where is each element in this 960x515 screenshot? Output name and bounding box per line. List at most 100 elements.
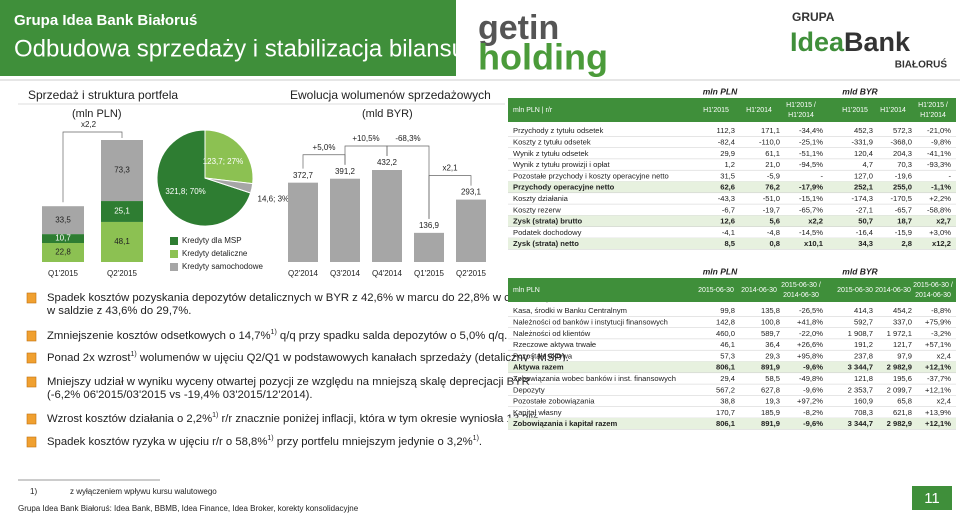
table-cell: -9,8% <box>931 137 951 146</box>
bar-value-label: 10,7 <box>55 234 71 243</box>
table-cell: +13,9% <box>925 408 951 417</box>
bullet-icon <box>26 292 37 304</box>
column-header: H1'2014 <box>788 112 814 119</box>
text-run: q/q przy spadku salda depozytów o 5,0% q… <box>277 330 507 342</box>
table-header <box>508 278 956 302</box>
column-header: 2014-06-30 <box>783 292 819 299</box>
annotation: +10,5% <box>352 134 379 143</box>
table-cell: 57,3 <box>720 351 735 360</box>
table-cell: 2 353,7 <box>848 385 873 394</box>
table-cell: +12,1% <box>925 363 951 372</box>
table-cell: 337,0 <box>893 317 912 326</box>
table-cell: 21,0 <box>765 160 780 169</box>
table-cell: 142,8 <box>716 317 735 326</box>
table-cell: 135,8 <box>761 306 780 315</box>
row-label: Zobowiązania i kapitał razem <box>513 419 617 428</box>
row-label: Należności od banków i instytucji finans… <box>513 317 668 326</box>
column-header: 2015-06-30 <box>837 287 873 294</box>
text-run: r/r znacznie poniżej inflacji, która w t… <box>218 413 541 425</box>
annotation: x2,1 <box>442 164 458 173</box>
bullet-text: Mniejszy udział w wyniku wyceny otwartej… <box>47 376 530 388</box>
legend-swatch <box>170 237 178 245</box>
bar-segment <box>101 201 143 222</box>
logo-getin: getin <box>478 9 559 47</box>
column-header: 2015-06-30 / <box>781 282 821 289</box>
table-cell: +2,2% <box>929 194 951 203</box>
table-cell: 592,7 <box>854 317 873 326</box>
table-cell: +12,1% <box>925 385 951 394</box>
bullet-icon <box>26 352 37 364</box>
column-header: 2015-06-30 <box>698 287 734 294</box>
table-cell: -4,1 <box>722 228 735 237</box>
column-header: H1'2014 <box>920 112 946 119</box>
page-number: 11 <box>924 490 940 507</box>
table-cell: -94,5% <box>799 160 823 169</box>
table-cell: -27,1 <box>856 205 873 214</box>
table-cell: 452,3 <box>854 126 873 135</box>
text-run: Spadek kosztów ryzyka w ujęciu r/r o 58,… <box>47 436 267 448</box>
bar-value-label: 73,3 <box>114 166 130 175</box>
table-cell: x2,4 <box>937 397 951 406</box>
bar-value-label: 136,9 <box>419 221 440 230</box>
bar-value-label: 432,2 <box>377 158 398 167</box>
annotation-line <box>428 175 472 219</box>
table-cell: -65,7% <box>799 205 823 214</box>
column-header: H1'2015 / <box>918 102 948 109</box>
legend-label: Kredyty samochodowe <box>182 262 263 271</box>
bar <box>288 182 318 262</box>
table-cell: -65,7 <box>895 205 912 214</box>
bullet-icon <box>26 330 37 342</box>
x-tick-label: Q1'2015 <box>48 269 79 278</box>
table-cell: -5,9 <box>767 171 780 180</box>
table-cell: 31,5 <box>720 171 735 180</box>
bar-segment <box>101 221 143 262</box>
table-cell: 61,1 <box>765 149 780 158</box>
table-cell: 29,3 <box>765 351 780 360</box>
row-label: Przychody z tytułu odsetek <box>513 126 604 135</box>
table-cell: -9,6% <box>803 419 823 428</box>
row-highlight <box>508 238 956 250</box>
table-cell: -8,8% <box>931 306 951 315</box>
row-label: Depozyty <box>513 385 545 394</box>
pie-label: 123,7; 27% <box>203 157 243 166</box>
table-cell: -15,1% <box>799 194 823 203</box>
table-cell: -6,7 <box>722 205 735 214</box>
text-run: w saldzie z 43,6% do 29,7%. <box>46 305 191 317</box>
bar <box>330 178 360 262</box>
table-cell: 1 972,1 <box>887 329 912 338</box>
column-header: 2014-06-30 <box>741 287 777 294</box>
bullet-text: Ponad 2x wzrost1) wolumenów w ujęciu Q2/… <box>47 351 569 364</box>
x-tick-label: Q2'2014 <box>288 269 319 278</box>
bullet-text: Zmniejszenie kosztów odsetkowych o 14,7%… <box>47 329 507 342</box>
annotation-line <box>62 131 123 203</box>
table-cell: -41,1% <box>927 149 951 158</box>
table-cell: 50,7 <box>858 217 873 226</box>
table-cell: -58,8% <box>927 205 951 214</box>
table-cell: 65,8 <box>897 397 912 406</box>
table-cell: 70,3 <box>897 160 912 169</box>
superscript: 1) <box>212 412 218 419</box>
table-cell: 191,2 <box>854 340 873 349</box>
column-header: mln PLN | r/r <box>513 107 553 114</box>
table-cell: 806,1 <box>716 363 736 372</box>
table-cell: 2 982,9 <box>887 419 912 428</box>
table-cell: 36,4 <box>765 340 780 349</box>
row-label: Przychody operacyjne netto <box>513 183 615 192</box>
bar-value-label: 293,1 <box>461 188 482 197</box>
table-cell: 414,3 <box>854 306 873 315</box>
x-tick-label: Q1'2015 <box>414 269 445 278</box>
table-cell: -9,6% <box>803 385 823 394</box>
table-cell: 34,3 <box>858 239 873 248</box>
table-cell: 2 099,7 <box>887 385 912 394</box>
table-cell: -19,6 <box>895 171 912 180</box>
table-cell: x2,4 <box>937 351 951 360</box>
row-label: Należności od klientów <box>513 329 591 338</box>
table-cell: -82,4 <box>718 137 735 146</box>
row-highlight <box>508 361 956 373</box>
table-cell: 19,3 <box>765 397 780 406</box>
bullet-text: Spadek kosztów pozyskania depozytów deta… <box>47 292 549 304</box>
table-cell: -19,7 <box>763 205 780 214</box>
footer-group: Grupa Idea Bank Białoruś: Idea Bank, BBM… <box>18 504 359 513</box>
row-label: Podatek dochodowy <box>513 228 582 237</box>
bullet-icon <box>26 413 37 425</box>
